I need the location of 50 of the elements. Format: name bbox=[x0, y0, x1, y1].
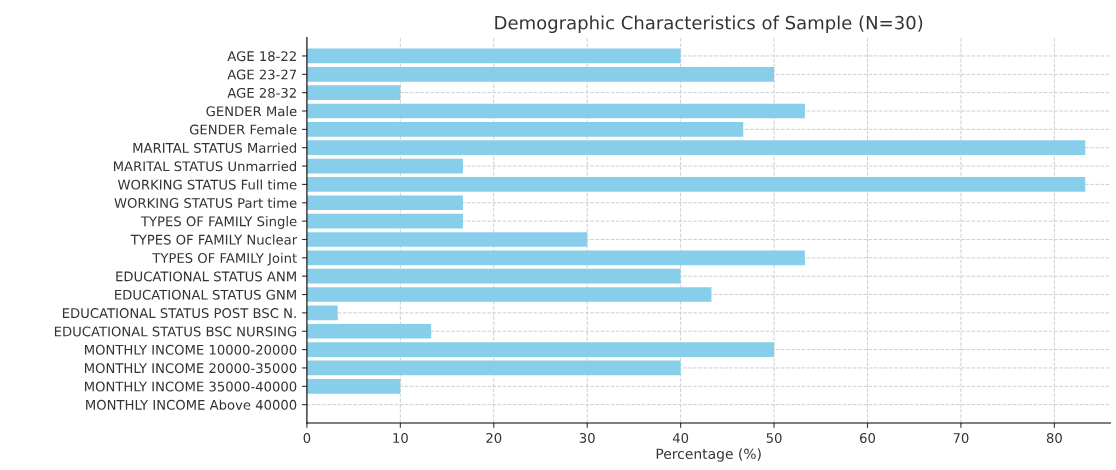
y-tick-label: WORKING STATUS Full time bbox=[117, 179, 297, 190]
y-tick-label: TYPES OF FAMILY Nuclear bbox=[130, 234, 298, 245]
x-tick-label: 70 bbox=[953, 432, 969, 443]
x-tick-label: 40 bbox=[672, 432, 689, 443]
y-tick-label: AGE 18-22 bbox=[227, 51, 296, 62]
y-tick-label: EDUCATIONAL STATUS ANM bbox=[116, 271, 296, 282]
x-axis-title: Percentage (%) bbox=[656, 448, 761, 462]
x-tick-label: 0 bbox=[303, 432, 311, 443]
y-tick-label: AGE 23-27 bbox=[227, 69, 297, 80]
x-tick-label: 60 bbox=[860, 432, 876, 443]
y-tick-label: TYPES OF FAMILY Joint bbox=[152, 252, 297, 266]
bar bbox=[306, 323, 432, 339]
bar bbox=[306, 140, 1086, 156]
bar bbox=[306, 250, 805, 266]
x-tick-label: 30 bbox=[579, 432, 595, 443]
y-tick-label: WORKING STATUS Part time bbox=[114, 197, 297, 208]
y-tick-label: GENDER Female bbox=[189, 124, 297, 135]
y-tick-label: EDUCATIONAL STATUS BSC NURSING bbox=[54, 326, 297, 337]
y-tick-label: MONTHLY INCOME 35000-40000 bbox=[85, 381, 297, 392]
x-tick-label: 20 bbox=[486, 432, 502, 443]
x-tick-label: 50 bbox=[766, 432, 782, 443]
x-tick-label: 80 bbox=[1046, 432, 1062, 443]
y-tick-label: MARITAL STATUS Unmarried bbox=[113, 161, 296, 172]
bar bbox=[306, 232, 588, 247]
bar bbox=[306, 378, 401, 394]
y-tick-label: AGE 28-32 bbox=[227, 87, 296, 98]
bar bbox=[306, 122, 744, 137]
bar bbox=[306, 213, 463, 229]
y-tick-label: MONTHLY INCOME 10000-20000 bbox=[85, 344, 297, 355]
y-tick-label: MARITAL STATUS Married bbox=[133, 142, 296, 153]
y-tick-label: EDUCATIONAL STATUS GNM bbox=[115, 289, 296, 300]
bar bbox=[306, 158, 463, 174]
bar bbox=[306, 360, 681, 376]
y-tick-label: MONTHLY INCOME Above 40000 bbox=[86, 399, 297, 410]
y-tick-label: EDUCATIONAL STATUS POST BSC N. bbox=[62, 308, 296, 319]
y-tick-label: GENDER Male bbox=[206, 106, 297, 117]
bar bbox=[306, 342, 775, 357]
x-tick-label: 10 bbox=[393, 432, 408, 443]
y-tick-label: MONTHLY INCOME 20000-35000 bbox=[85, 363, 297, 374]
y-tick-label: TYPES OF FAMILY Single bbox=[140, 216, 297, 229]
bar bbox=[306, 305, 338, 321]
bar bbox=[306, 177, 1086, 192]
bar bbox=[306, 103, 805, 119]
chart-title: Demographic Characteristics of Sample (N=30) bbox=[495, 15, 923, 34]
bar bbox=[306, 268, 681, 284]
bar bbox=[306, 66, 775, 82]
bar bbox=[306, 48, 681, 64]
bar bbox=[306, 195, 463, 211]
bar bbox=[306, 287, 712, 302]
bar bbox=[306, 85, 401, 100]
